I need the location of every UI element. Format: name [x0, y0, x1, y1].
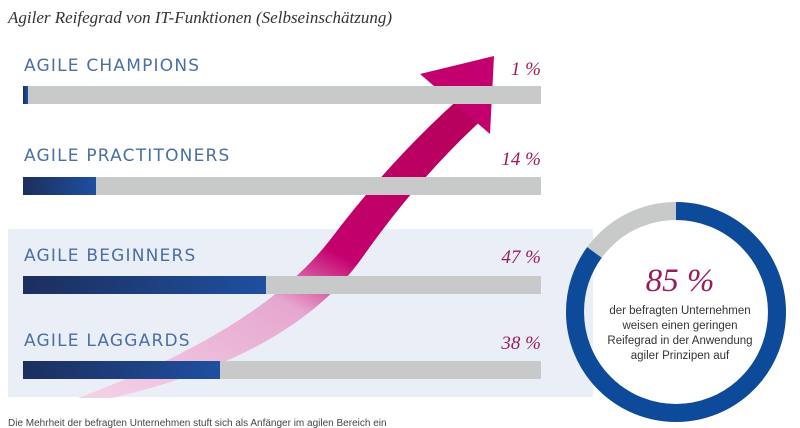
value-label-practitoners: 14 %	[501, 149, 541, 170]
category-label-practitoners: AGILE PRACTITONERS	[24, 146, 231, 166]
bar-champions	[23, 86, 29, 104]
category-label-beginners: AGILE BEGINNERS	[24, 246, 197, 266]
bar-beginners	[23, 276, 267, 294]
chart-title: Agiler Reifegrad von IT-Funktionen (Selb…	[8, 8, 392, 27]
donut-value-arc	[566, 202, 786, 422]
bar-track-beginners	[23, 276, 541, 294]
donut-value: 85 %	[645, 263, 715, 299]
value-label-laggards: 38 %	[501, 333, 541, 354]
bar-track-practitoners	[23, 177, 541, 195]
donut-caption: der befragten Unternehmen weisen einen g…	[607, 305, 753, 362]
footnote: Die Mehrheit der befragten Unternehmen s…	[8, 418, 387, 428]
growth-arrow-body	[78, 96, 486, 398]
category-label-champions: AGILE CHAMPIONS	[24, 56, 201, 76]
bar-practitoners	[23, 177, 96, 195]
category-label-laggards: AGILE LAGGARDS	[24, 331, 191, 351]
value-label-champions: 1 %	[510, 59, 541, 80]
bar-track-laggards	[23, 361, 541, 379]
bar-track-champions	[23, 86, 541, 104]
donut-label-group: 85 % der befragten Unternehmen weisen ei…	[596, 262, 764, 364]
value-label-beginners: 47 %	[501, 247, 541, 268]
bar-laggards	[23, 361, 220, 379]
